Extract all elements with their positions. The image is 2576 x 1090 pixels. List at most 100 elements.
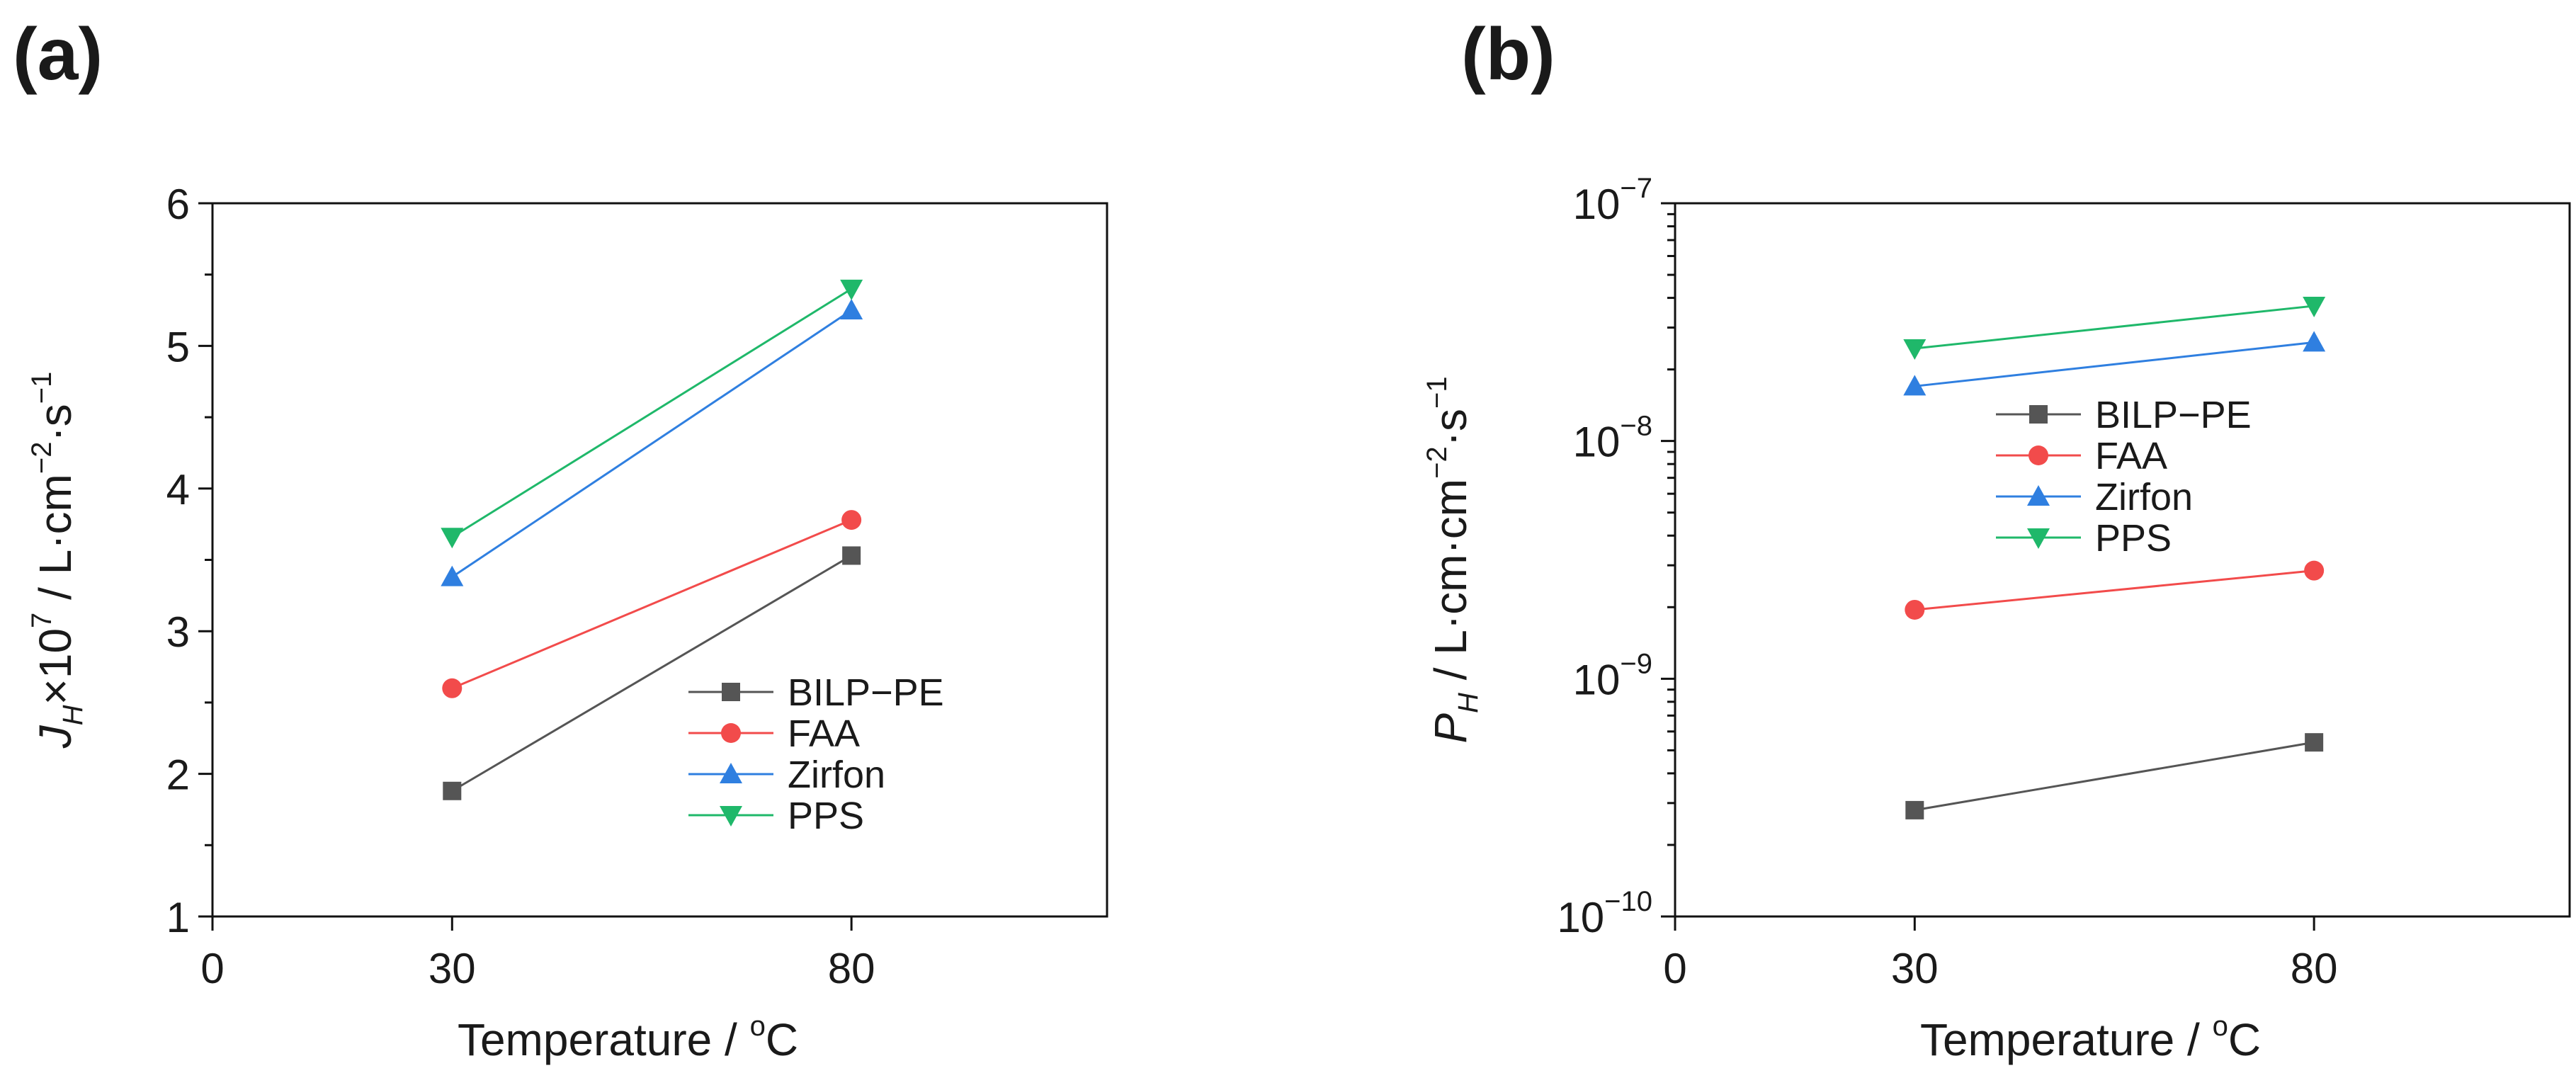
x-axis-title: Temperature / oC — [458, 1011, 798, 1065]
x-tick-label: 0 — [1663, 945, 1686, 992]
x-axis-title-unit: C — [2228, 1014, 2261, 1065]
y-tick-label: 6 — [166, 181, 190, 228]
series-line — [1914, 341, 2315, 387]
legend-entry: FAA — [688, 713, 860, 755]
plot-frame — [211, 202, 1108, 918]
x-tick-label: 30 — [1891, 945, 1939, 992]
y-axis-title-unit: / L·cm — [30, 474, 81, 613]
legend-marker — [721, 723, 741, 743]
series-faa — [1905, 560, 2325, 620]
data-point — [441, 528, 464, 549]
legend-label: PPS — [2095, 517, 2172, 560]
legend-entry: Zirfon — [1996, 476, 2193, 518]
y-axis-title-times: ×10 — [30, 628, 81, 705]
x-tick-label: 30 — [429, 945, 476, 992]
series-pps — [441, 279, 863, 549]
y-axis-title-exp: 7 — [26, 613, 57, 628]
data-point — [1903, 339, 1927, 361]
legend-label: BILP−PE — [2095, 394, 2252, 436]
legend-entry: BILP−PE — [688, 671, 944, 714]
series-line — [451, 518, 852, 690]
y-tick-exp: −10 — [1604, 886, 1652, 917]
data-point — [443, 781, 462, 800]
data-point — [2305, 733, 2324, 752]
series-bilp-pe — [1905, 733, 2324, 819]
series-line — [451, 309, 852, 578]
legend-marker — [2027, 485, 2050, 506]
y-tick-label: 10−10 — [1557, 886, 1652, 941]
data-point — [2303, 331, 2326, 352]
data-point — [2304, 560, 2325, 581]
x-tick-label: 0 — [200, 945, 224, 992]
series-zirfon — [441, 299, 863, 586]
y-tick-base: 10 — [1573, 181, 1621, 228]
series-zirfon — [1903, 331, 2326, 396]
y-axis-title-unit-exp: −2 — [1422, 446, 1453, 479]
data-point — [441, 565, 464, 586]
series-line — [451, 288, 852, 538]
y-tick-label: 1 — [166, 894, 190, 941]
x-tick-label: 80 — [2291, 945, 2338, 992]
chart-panel-a: (a) 0 30 80 Temperature / oC 1 2 3 4 5 6 JH×107 / L… — [13, 13, 1108, 1065]
data-point — [840, 279, 863, 300]
legend-marker — [2027, 528, 2050, 549]
x-axis-title-sup: o — [2213, 1011, 2228, 1042]
y-axis-title-sub: H — [57, 705, 89, 725]
legend-entry: PPS — [688, 795, 864, 837]
y-axis-title-unit: / L·cm·cm — [1425, 479, 1476, 693]
legend-marker — [720, 806, 742, 827]
series-line — [1914, 305, 2315, 350]
series-faa — [442, 510, 862, 698]
y-tick-exp: −8 — [1620, 411, 1652, 442]
series-line — [1914, 569, 2315, 611]
y-tick-label: 5 — [166, 323, 190, 370]
data-point — [1905, 800, 1924, 819]
legend-entry: BILP−PE — [1996, 394, 2252, 436]
legend-marker — [720, 763, 742, 783]
data-point — [842, 546, 861, 565]
x-axis-title-text: Temperature / — [458, 1014, 750, 1065]
y-axis-title-sub: H — [1453, 693, 1484, 713]
y-tick-label: 10−8 — [1573, 411, 1652, 466]
x-axis-title-text: Temperature / — [1920, 1014, 2213, 1065]
series-line — [451, 555, 852, 793]
data-point — [442, 678, 463, 698]
y-axis-title-unit-exp: −2 — [26, 442, 57, 475]
y-tick-exp: −7 — [1620, 173, 1652, 204]
panel-label: (b) — [1461, 13, 1555, 96]
y-tick-exp: −9 — [1620, 648, 1652, 679]
data-point — [1905, 599, 1925, 620]
series-pps — [1903, 296, 2326, 361]
y-tick-label: 3 — [166, 608, 190, 656]
plot-frame — [1674, 202, 2571, 918]
y-tick-base: 10 — [1573, 419, 1621, 466]
data-point — [841, 510, 862, 530]
y-axis-title-unit-exp: −1 — [26, 372, 57, 404]
legend-marker — [2029, 405, 2048, 424]
panel-label: (a) — [13, 13, 103, 96]
y-axis-title: PH / L·cm·cm−2·s−1 — [1422, 376, 1484, 743]
y-axis-title: JH×107 / L·cm−2·s−1 — [26, 372, 89, 749]
legend-marker — [2029, 445, 2048, 465]
data-point — [840, 299, 863, 320]
legend-entry: FAA — [1996, 435, 2167, 477]
legend-label: BILP−PE — [788, 671, 944, 714]
y-tick-label: 2 — [166, 751, 190, 799]
y-tick-label: 10−9 — [1573, 648, 1652, 703]
y-tick-label: 4 — [166, 466, 190, 513]
legend-label: FAA — [2095, 435, 2167, 477]
x-axis-title-sup: o — [750, 1011, 766, 1042]
x-axis-title-unit: C — [766, 1014, 798, 1065]
data-point — [2303, 296, 2326, 317]
legend-label: FAA — [788, 713, 860, 755]
y-axis-title-mid: ·s — [1425, 409, 1476, 446]
x-tick-label: 80 — [828, 945, 875, 992]
y-axis-title-symbol: P — [1425, 713, 1476, 744]
y-axis-title-symbol: J — [30, 725, 81, 749]
series-bilp-pe — [443, 546, 861, 800]
y-axis-title-mid: ·s — [30, 404, 81, 441]
